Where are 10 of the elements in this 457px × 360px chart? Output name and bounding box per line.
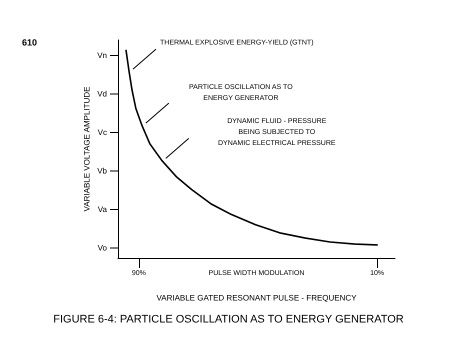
- text: 610: [22, 38, 38, 48]
- text: Vd: [97, 90, 107, 98]
- text: Vc: [98, 128, 107, 137]
- y-axis-title: VARIABLE VOLTAGE AMPLITUDE: [82, 86, 92, 212]
- x-axis-title: VARIABLE GATED RESONANT PULSE - FREQUENCY: [156, 294, 358, 302]
- text: Vb: [97, 166, 108, 176]
- text: Vo: [98, 244, 108, 252]
- text: Vn: [97, 51, 107, 60]
- text: FIGURE 6-4: PARTICLE OSCILLATION AS TO ENERGY GENERATOR: [53, 314, 404, 326]
- text: Va: [98, 205, 108, 214]
